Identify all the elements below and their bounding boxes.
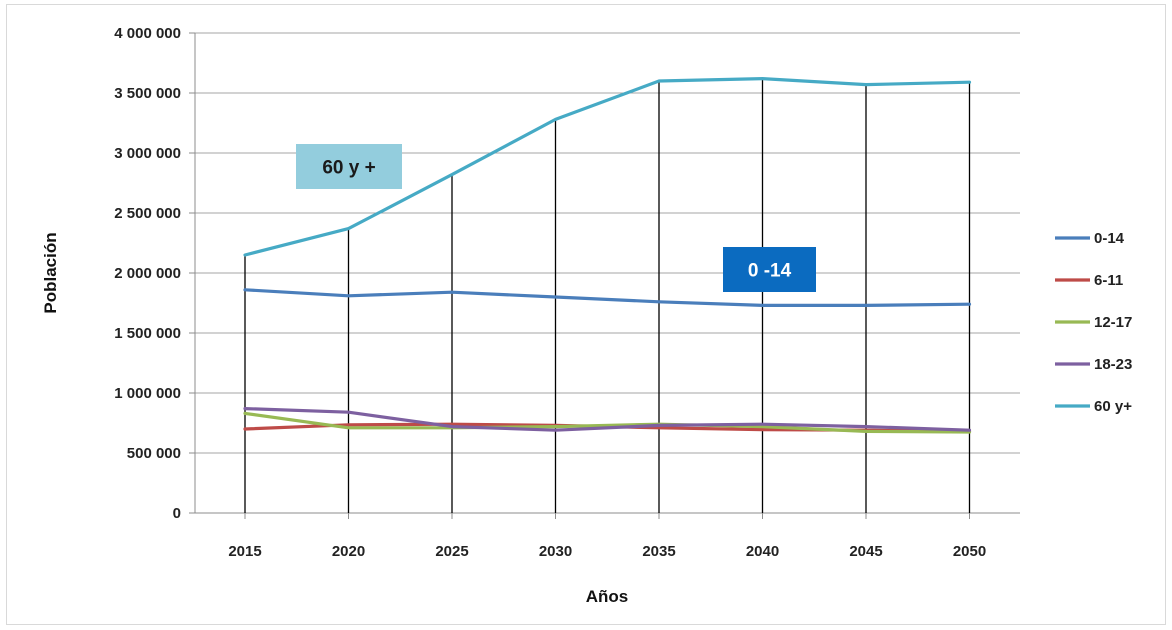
gridlines <box>194 32 1020 514</box>
drop-lines <box>244 78 971 513</box>
x-tick-label-2045: 2045 <box>849 543 882 560</box>
series-line-60y+ <box>243 76 972 257</box>
y-tick-label-2: 1 000 000 <box>114 385 181 402</box>
y-tick-label-3: 1 500 000 <box>114 325 181 342</box>
annotation-label-1: 0 -14 <box>748 261 792 282</box>
y-tick-label-7: 3 500 000 <box>114 85 181 102</box>
series-lines <box>243 76 972 434</box>
series-line-12-17 <box>243 411 972 434</box>
y-axis-ticks: 0 500 000 1 000 000 1 500 000 2 000 000 2 500… <box>114 25 195 522</box>
series-line-0-14 <box>243 288 972 307</box>
y-tick-label-5: 2 500 000 <box>114 205 181 222</box>
x-tick-label-2015: 2015 <box>228 543 261 560</box>
annotations: 60 y + 0 -14 <box>296 144 816 292</box>
chart-frame <box>6 4 1166 625</box>
annotation-label-0: 60 y + <box>322 158 375 179</box>
x-tick-label-2025: 2025 <box>435 543 468 560</box>
y-tick-label-4: 2 000 000 <box>114 265 181 282</box>
annotation-box-0 <box>296 144 402 189</box>
legend-label-4: 60 y+ <box>1094 398 1132 415</box>
x-tick-label-2050: 2050 <box>953 543 986 560</box>
y-tick-label-6: 3 000 000 <box>114 145 181 162</box>
annotation-box-1 <box>723 247 816 292</box>
legend: 0-14 6-11 12-17 18-23 60 y+ <box>1055 230 1132 415</box>
x-tick-label-2030: 2030 <box>539 543 572 560</box>
y-tick-label-0: 0 <box>173 505 181 522</box>
series-line-18-23 <box>243 407 972 432</box>
legend-label-0: 0-14 <box>1094 230 1125 247</box>
legend-label-1: 6-11 <box>1094 272 1123 289</box>
x-tick-label-2040: 2040 <box>746 543 779 560</box>
x-axis-ticks: 2015 2020 2025 2030 2035 2040 2045 2050 <box>228 513 986 560</box>
legend-label-2: 12-17 <box>1094 314 1132 331</box>
y-tick-label-8: 4 000 000 <box>114 25 181 42</box>
x-tick-label-2035: 2035 <box>642 543 675 560</box>
y-axis-title: Población <box>41 232 60 313</box>
x-tick-label-2020: 2020 <box>332 543 365 560</box>
y-tick-label-1: 500 000 <box>127 445 181 462</box>
legend-label-3: 18-23 <box>1094 356 1132 373</box>
x-axis-title: Años <box>586 587 629 606</box>
